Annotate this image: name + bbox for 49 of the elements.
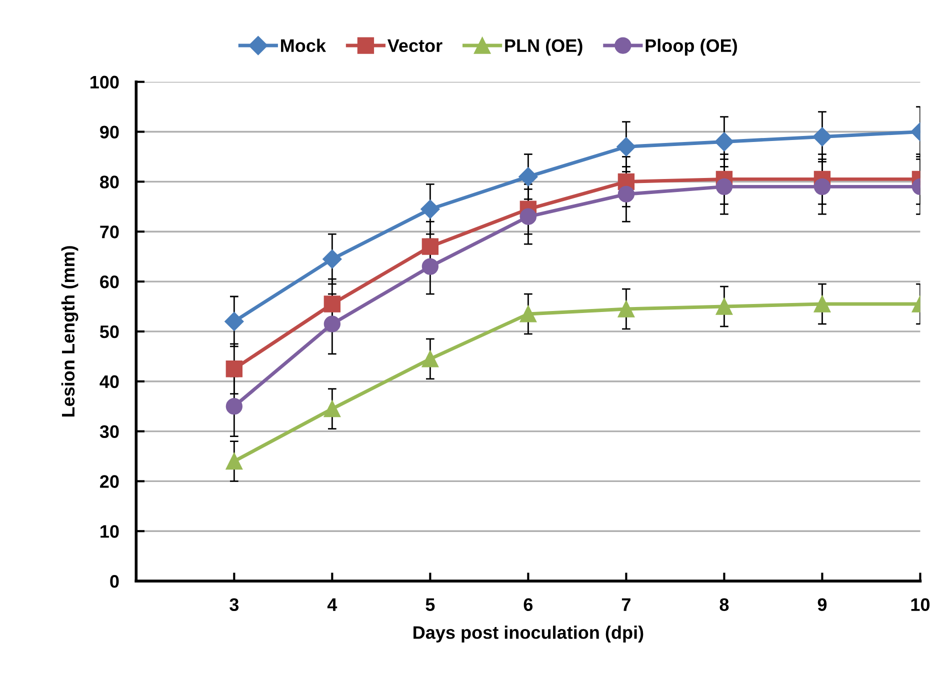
x-tick-label: 9 <box>818 598 827 611</box>
y-axis-title: Lesion Length (mm) <box>61 246 78 416</box>
x-tick-label: 8 <box>720 598 729 611</box>
legend-label: Ploop (OE) <box>646 38 737 56</box>
point <box>422 350 439 368</box>
y-tick-label: 10 <box>100 525 119 538</box>
legend-label: Vector <box>387 39 442 52</box>
y-tick-label: 50 <box>100 325 119 338</box>
x-tick-label: 6 <box>524 598 533 611</box>
y-tick-label: 90 <box>100 126 119 138</box>
point <box>226 452 242 470</box>
point <box>324 400 341 418</box>
point <box>716 298 733 315</box>
x-tick-label: 3 <box>230 598 239 612</box>
point <box>520 208 537 225</box>
legend-label: PLN (OE) <box>505 38 582 56</box>
point <box>422 238 439 255</box>
x-axis-title: Days post inoculation (dpi) <box>414 626 644 643</box>
point <box>422 258 439 275</box>
y-tick-label: 40 <box>100 375 119 388</box>
y-tick-label: 80 <box>100 176 119 188</box>
point <box>224 312 244 331</box>
point <box>324 296 341 312</box>
point <box>716 178 733 196</box>
point <box>322 250 342 269</box>
point <box>618 300 635 318</box>
legend-label: Mock <box>281 38 326 52</box>
point <box>324 316 341 332</box>
y-tick-label: 0 <box>110 575 119 588</box>
point <box>520 306 537 322</box>
point <box>226 360 242 378</box>
point <box>812 127 832 146</box>
y-tick-label: 70 <box>100 226 119 238</box>
point <box>420 200 440 219</box>
y-tick-label: 60 <box>100 275 119 288</box>
point <box>714 132 734 152</box>
point <box>814 178 831 196</box>
y-tick-label: 30 <box>100 425 119 438</box>
point <box>518 167 538 186</box>
x-tick-label: 4 <box>327 598 338 611</box>
x-tick-label: 7 <box>622 598 630 611</box>
point <box>226 398 242 415</box>
point <box>618 186 635 202</box>
y-tick-label: 20 <box>100 475 119 488</box>
point <box>616 137 636 156</box>
x-tick-label: 5 <box>426 598 435 611</box>
point <box>814 296 831 312</box>
y-tick-label: 100 <box>90 76 119 89</box>
x-tick-label: 10 <box>911 598 930 611</box>
